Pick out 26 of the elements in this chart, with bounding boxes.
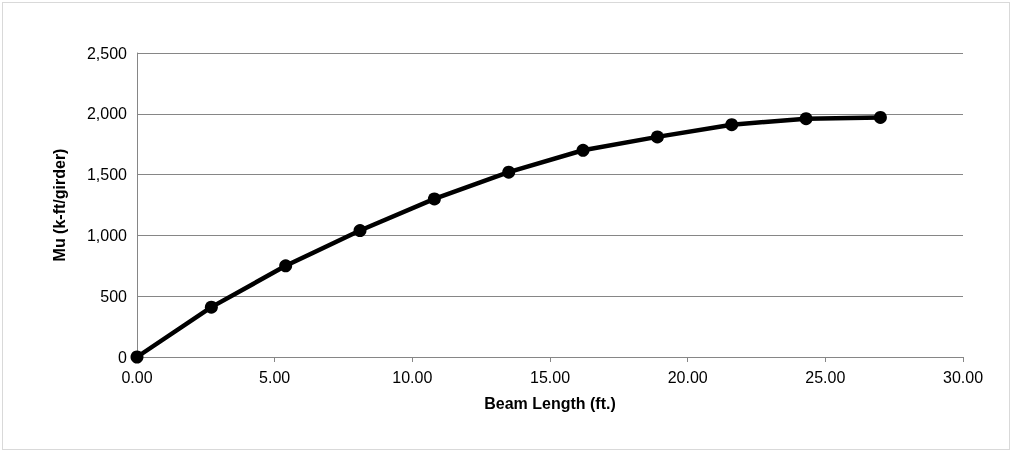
point — [650, 130, 664, 144]
y-axis-title: Mu (k-ft/girder) — [50, 148, 68, 262]
x-tick-label: 20.00 — [667, 368, 708, 386]
y-tick-label: 0 — [118, 348, 128, 366]
point — [502, 165, 516, 179]
point — [204, 300, 218, 314]
y-tick-label: 1,500 — [86, 166, 128, 184]
x-tick-label: 0.00 — [121, 368, 153, 386]
point — [725, 118, 739, 132]
x-tick-label: 30.00 — [942, 368, 984, 386]
x-tick-label: 25.00 — [805, 368, 846, 386]
point — [576, 143, 590, 157]
y-tick-label: 2,500 — [86, 44, 128, 62]
point — [279, 259, 293, 273]
y-tick-label: 1,000 — [86, 226, 128, 244]
point — [799, 112, 813, 126]
point — [873, 110, 887, 124]
x-tick-label: 10.00 — [392, 368, 433, 386]
y-tick-label: 2,000 — [86, 105, 128, 123]
y-tick-label: 500 — [100, 287, 128, 305]
x-tick-label: 5.00 — [259, 368, 291, 386]
x-tick-label: 15.00 — [529, 368, 571, 386]
point — [427, 192, 441, 206]
x-axis-title: Beam Length (ft.) — [484, 394, 616, 412]
point — [353, 224, 367, 238]
point — [130, 350, 144, 364]
